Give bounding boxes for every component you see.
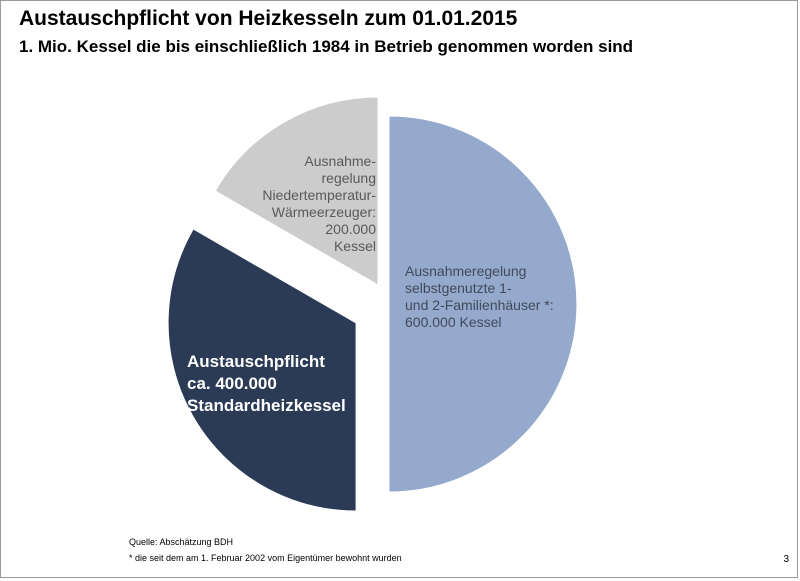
label-line: Ausnahmeregelung <box>405 263 527 279</box>
label-line: selbstgenutzte 1- <box>405 280 512 296</box>
label-line: 200.000 <box>325 221 376 237</box>
slice-austauschpflicht <box>167 228 357 512</box>
footnote: * die seit dem am 1. Februar 2002 vom Ei… <box>129 553 402 563</box>
slice-niedertemperatur <box>214 96 379 286</box>
label-austauschpflicht: Austauschpflicht ca. 400.000 Standardhei… <box>187 351 346 417</box>
label-line: Ausnahme- <box>304 153 376 169</box>
source-note: Quelle: Abschätzung BDH <box>129 537 234 547</box>
label-selbstgenutzte: Ausnahmeregelung selbstgenutzte 1- und 2… <box>405 263 554 331</box>
slide-subtitle: 1. Mio. Kessel die bis einschließlich 19… <box>19 37 634 56</box>
label-line: 600.000 Kessel <box>405 314 502 330</box>
label-line: und 2-Familienhäuser *: <box>405 297 554 313</box>
page-number: 3 <box>783 554 789 565</box>
label-line: regelung <box>321 170 377 186</box>
label-line: Niedertemperatur- <box>262 187 376 203</box>
label-line: ca. 400.000 <box>187 374 277 393</box>
label-line: Kessel <box>333 238 376 254</box>
label-line: Austauschpflicht <box>187 352 325 371</box>
slice-selbstgenutzte <box>388 115 578 493</box>
label-line: Wärmeerzeuger: <box>271 204 376 220</box>
label-niedertemperatur: Ausnahme- regelung Niedertemperatur- Wär… <box>221 153 376 255</box>
label-line: Standardheizkessel <box>187 396 346 415</box>
slide-title: Austauschpflicht von Heizkesseln zum 01.… <box>19 7 518 30</box>
